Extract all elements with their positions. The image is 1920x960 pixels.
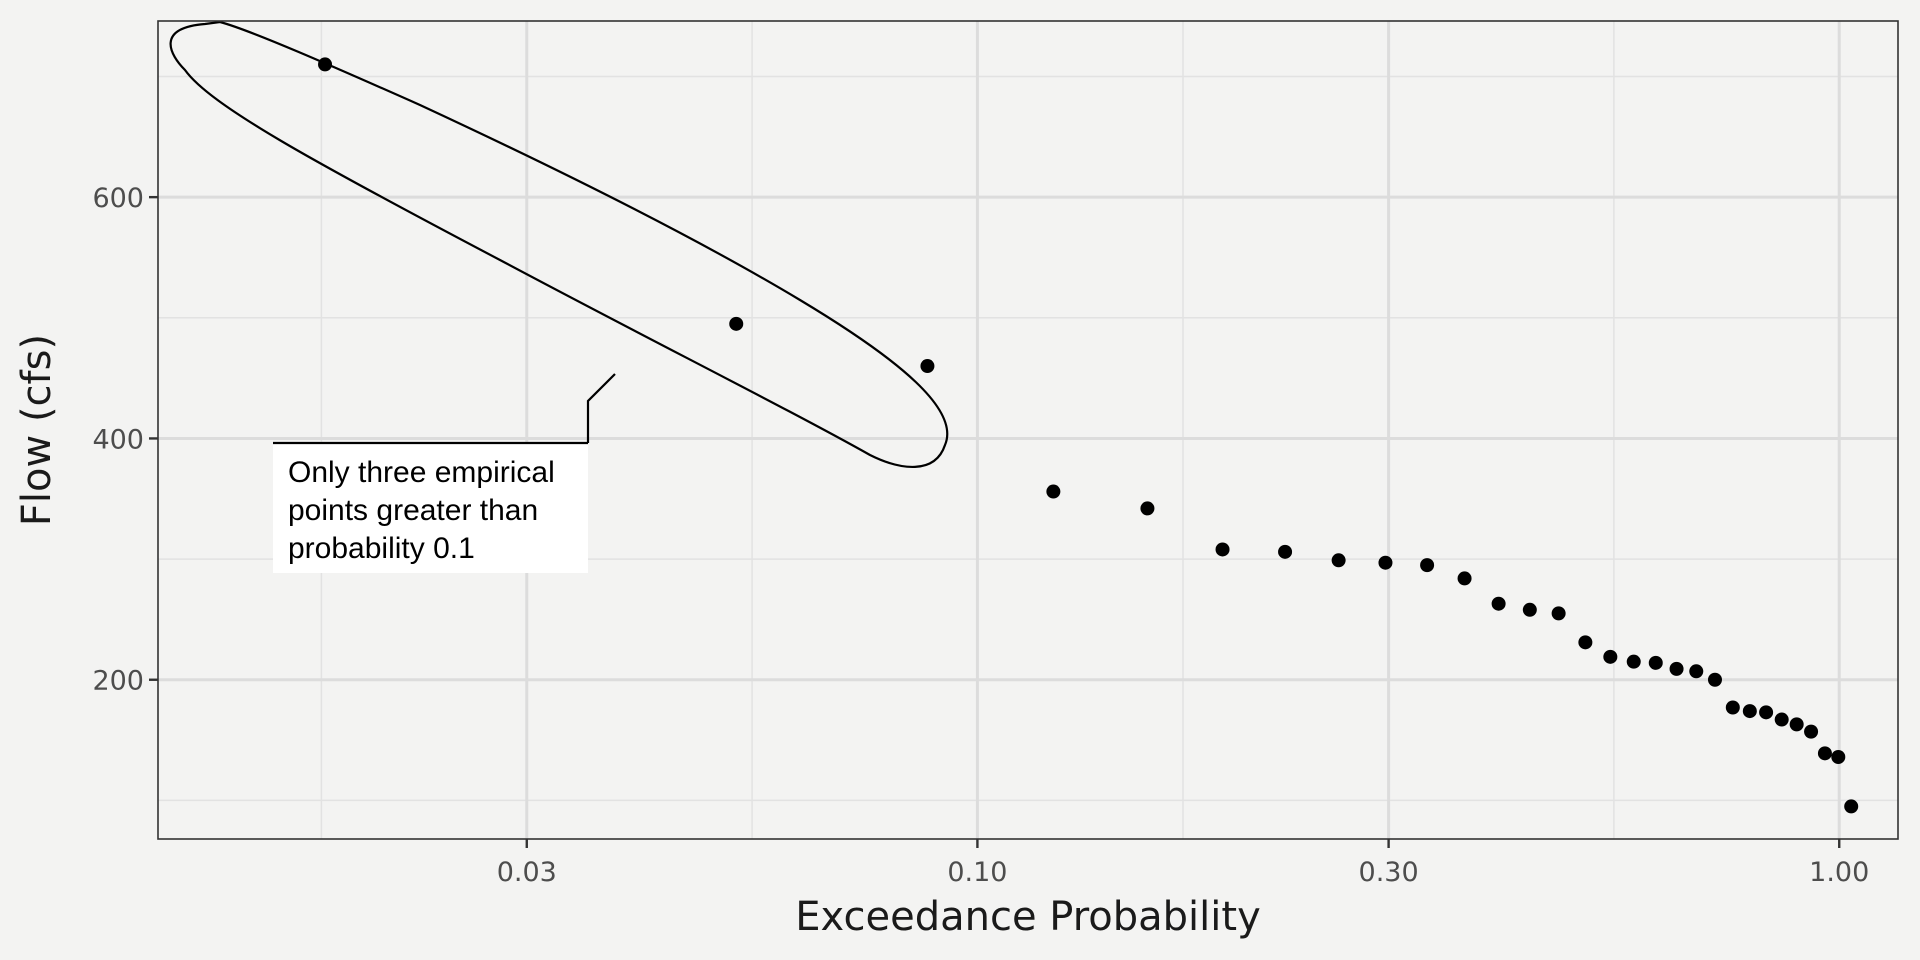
x-tick-label-1: 0.10 xyxy=(947,857,1007,888)
data-point-11 xyxy=(1491,596,1506,611)
data-point-23 xyxy=(1759,705,1774,720)
y-tick-label-1: 400 xyxy=(92,424,144,455)
data-point-5 xyxy=(1215,542,1230,557)
x-axis-title: Exceedance Probability xyxy=(795,894,1260,940)
data-point-3 xyxy=(1046,484,1061,499)
y-axis-title: Flow (cfs) xyxy=(14,334,60,526)
data-point-13 xyxy=(1551,606,1566,621)
data-point-2 xyxy=(920,359,935,374)
data-point-6 xyxy=(1278,544,1293,559)
data-point-29 xyxy=(1844,799,1859,814)
data-point-0 xyxy=(318,57,333,72)
data-point-4 xyxy=(1140,501,1155,516)
data-point-21 xyxy=(1725,700,1740,715)
x-tick-label-3: 1.00 xyxy=(1809,857,1869,888)
major-gridlines xyxy=(158,21,1898,839)
data-point-9 xyxy=(1420,558,1435,573)
data-point-20 xyxy=(1707,672,1722,687)
data-point-10 xyxy=(1457,571,1472,586)
x-tick-label-2: 0.30 xyxy=(1359,857,1419,888)
data-point-19 xyxy=(1689,664,1704,679)
data-point-7 xyxy=(1331,553,1346,568)
annotation-line-3: probability 0.1 xyxy=(288,532,475,565)
annotation-ellipse xyxy=(169,20,949,469)
data-point-15 xyxy=(1603,649,1618,664)
plot-panel xyxy=(158,21,1898,839)
data-point-25 xyxy=(1789,717,1804,732)
data-point-28 xyxy=(1831,749,1846,764)
data-point-22 xyxy=(1742,704,1757,719)
y-tick-label-0: 200 xyxy=(92,666,144,697)
minor-gridlines xyxy=(158,21,1898,839)
data-point-1 xyxy=(729,316,744,331)
y-axis: 200 400 600 xyxy=(92,183,158,697)
data-point-8 xyxy=(1378,555,1393,570)
annotation-line-2: points greater than xyxy=(288,494,538,527)
data-point-27 xyxy=(1817,746,1832,761)
data-point-16 xyxy=(1626,654,1641,669)
annotation-line-1: Only three empirical xyxy=(288,456,555,489)
x-tick-label-0: 0.03 xyxy=(497,857,557,888)
data-point-14 xyxy=(1578,635,1593,650)
plot-border xyxy=(157,20,1899,840)
annotation: Only three empirical points greater than… xyxy=(169,20,949,573)
data-point-17 xyxy=(1648,655,1663,670)
data-point-26 xyxy=(1804,724,1819,739)
y-tick-label-2: 600 xyxy=(92,183,144,214)
data-point-12 xyxy=(1522,602,1537,617)
annotation-leader xyxy=(586,373,616,443)
data-point-24 xyxy=(1774,712,1789,727)
x-axis: 0.03 0.10 0.30 1.00 xyxy=(497,839,1869,888)
data-point-18 xyxy=(1669,661,1684,676)
data-points xyxy=(318,57,1859,814)
annotation-box xyxy=(273,443,588,573)
